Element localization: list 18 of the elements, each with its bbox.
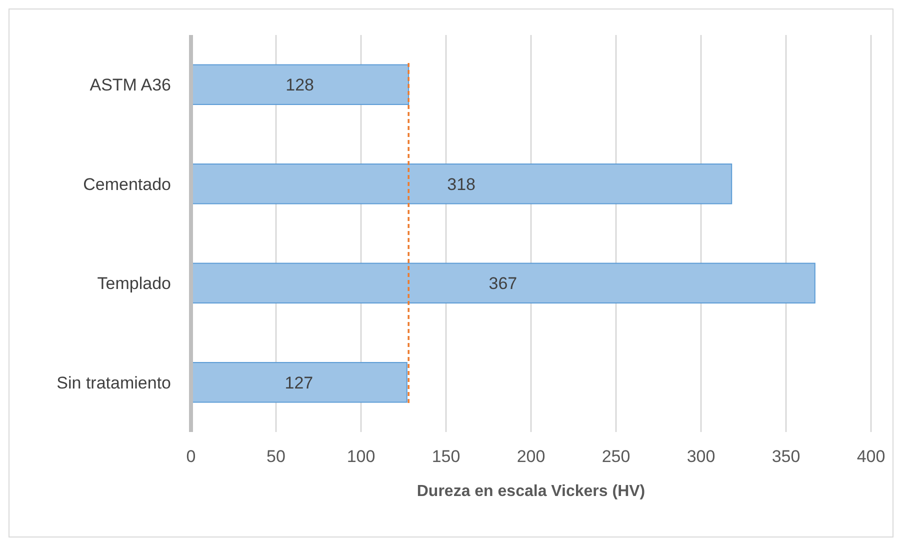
x-tick-label: 400 (856, 447, 886, 466)
x-axis-title: Dureza en escala Vickers (HV) (416, 483, 646, 500)
x-tick-label: 200 (516, 447, 546, 466)
x-tick-label: 50 (266, 447, 286, 466)
data-label: 367 (488, 274, 518, 294)
y-tick-label: ASTM A36 (90, 76, 171, 95)
data-label: 128 (286, 76, 314, 95)
data-label: 127 (284, 373, 314, 392)
x-tick-label: 350 (772, 447, 800, 466)
x-tick-label: 300 (686, 447, 716, 466)
y-tick-label: Cementado (83, 174, 171, 194)
x-tick-label: 100 (346, 447, 376, 466)
data-label: 318 (447, 174, 476, 194)
x-tick-label: 0 (186, 447, 196, 466)
y-tick-label: Templado (97, 274, 171, 294)
y-tick-label: Sin tratamiento (56, 373, 171, 392)
x-tick-label: 150 (432, 447, 460, 466)
x-tick-label: 250 (602, 447, 630, 466)
